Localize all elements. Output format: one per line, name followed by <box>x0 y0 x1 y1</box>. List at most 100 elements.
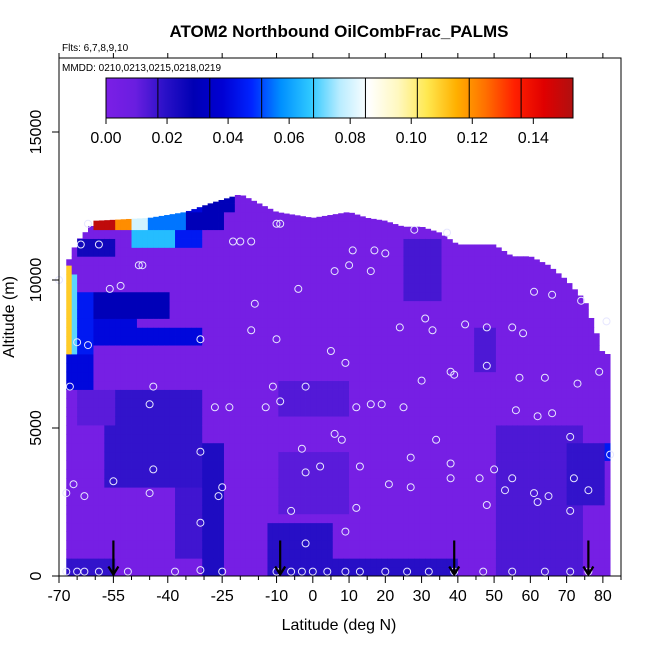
heatmap-cell <box>223 265 230 275</box>
heatmap-cell <box>359 229 366 239</box>
heatmap-cell <box>142 567 149 577</box>
heatmap-cell <box>267 425 274 435</box>
heatmap-cell <box>392 256 399 266</box>
sample-point <box>261 403 270 412</box>
dates-label: MMDD: 0210,0213,0215,0218,0219 <box>62 63 221 74</box>
heatmap-cell <box>332 389 339 399</box>
heatmap-cell <box>354 504 361 515</box>
heatmap-cell <box>582 309 589 319</box>
heatmap-cell <box>278 256 285 266</box>
sample-point <box>145 489 154 498</box>
heatmap-cell <box>109 362 116 373</box>
heatmap-cell <box>561 496 568 506</box>
heatmap-cell <box>218 504 225 515</box>
heatmap-cell <box>561 531 568 541</box>
heatmap-cell <box>463 398 470 408</box>
heatmap-cell <box>572 309 578 319</box>
heatmap-cell <box>158 345 165 355</box>
heatmap-cell <box>136 540 143 550</box>
heatmap-cell <box>523 567 529 577</box>
heatmap-cell <box>544 504 551 515</box>
heatmap-cell <box>582 389 589 399</box>
heatmap-cell <box>191 425 198 435</box>
heatmap-cell <box>202 336 209 346</box>
heatmap-cell <box>479 256 486 266</box>
heatmap-cell <box>88 504 94 515</box>
heatmap-cell <box>283 433 290 444</box>
heatmap-cell <box>365 274 372 284</box>
heatmap-cell <box>262 309 268 319</box>
heatmap-cell <box>294 558 301 568</box>
heatmap-cell <box>120 433 127 444</box>
heatmap-cell <box>501 371 508 382</box>
heatmap-cell <box>398 522 404 532</box>
heatmap-cell <box>294 300 301 310</box>
heatmap-cell <box>533 549 540 559</box>
heatmap-cell <box>104 478 111 488</box>
heatmap-cell <box>523 291 529 302</box>
heatmap-cell <box>398 407 404 417</box>
heatmap-cell <box>408 469 415 479</box>
heatmap-cell <box>566 540 573 550</box>
heatmap-cell <box>267 362 274 373</box>
heatmap-cell <box>185 407 192 417</box>
heatmap-cell <box>267 229 274 239</box>
heatmap-cell <box>251 451 258 461</box>
heatmap-cell <box>463 451 470 461</box>
heatmap-cell <box>283 238 290 248</box>
heatmap-cell <box>457 451 464 461</box>
heatmap-cell <box>93 229 100 239</box>
heatmap-cell <box>457 469 464 479</box>
heatmap-cell <box>441 256 448 266</box>
heatmap-cell <box>588 398 595 408</box>
heatmap-cell <box>240 380 247 390</box>
heatmap-cell <box>245 318 252 328</box>
heatmap-cell <box>229 389 236 399</box>
heatmap-cell <box>376 336 383 346</box>
heatmap-cell <box>131 218 138 222</box>
heatmap-cell <box>436 309 442 319</box>
heatmap-cell <box>566 433 573 444</box>
heatmap-cell <box>191 336 198 346</box>
heatmap-cell <box>213 478 219 488</box>
heatmap-cell <box>77 469 83 479</box>
heatmap-cell <box>561 433 568 444</box>
heatmap-cell <box>490 362 497 373</box>
heatmap-cell <box>278 504 285 515</box>
heatmap-cell <box>245 291 252 302</box>
heatmap-cell <box>544 380 551 390</box>
heatmap-cell <box>294 451 301 461</box>
heatmap-cell <box>93 540 100 550</box>
heatmap-cell <box>441 398 448 408</box>
heatmap-cell <box>289 274 296 284</box>
heatmap-cell <box>321 362 328 373</box>
heatmap-cell <box>180 229 187 239</box>
heatmap-cell <box>332 327 339 337</box>
heatmap-cell <box>305 513 312 524</box>
heatmap-cell <box>202 496 209 506</box>
heatmap-cell <box>327 336 334 346</box>
heatmap-cell <box>408 238 415 248</box>
heatmap-cell <box>175 336 181 346</box>
heatmap-cell <box>289 309 296 319</box>
heatmap-cell <box>207 203 214 213</box>
heatmap-cell <box>147 522 154 532</box>
heatmap-cell <box>245 371 252 382</box>
heatmap-cell <box>338 478 345 488</box>
heatmap-cell <box>349 380 355 390</box>
heatmap-cell <box>327 416 334 426</box>
heatmap-cell <box>289 229 296 239</box>
heatmap-cell <box>262 478 268 488</box>
sample-point <box>461 320 470 329</box>
heatmap-cell <box>452 247 459 257</box>
heatmap-cell <box>441 513 448 524</box>
heatmap-cell <box>599 354 606 364</box>
sample-point <box>421 314 430 323</box>
sample-point <box>196 518 205 527</box>
heatmap-cell <box>441 362 448 373</box>
heatmap-cell <box>251 460 258 470</box>
heatmap-cell <box>321 540 328 550</box>
heatmap-cell <box>256 327 263 337</box>
heatmap-cell <box>196 211 203 222</box>
heatmap-cell <box>604 504 611 515</box>
